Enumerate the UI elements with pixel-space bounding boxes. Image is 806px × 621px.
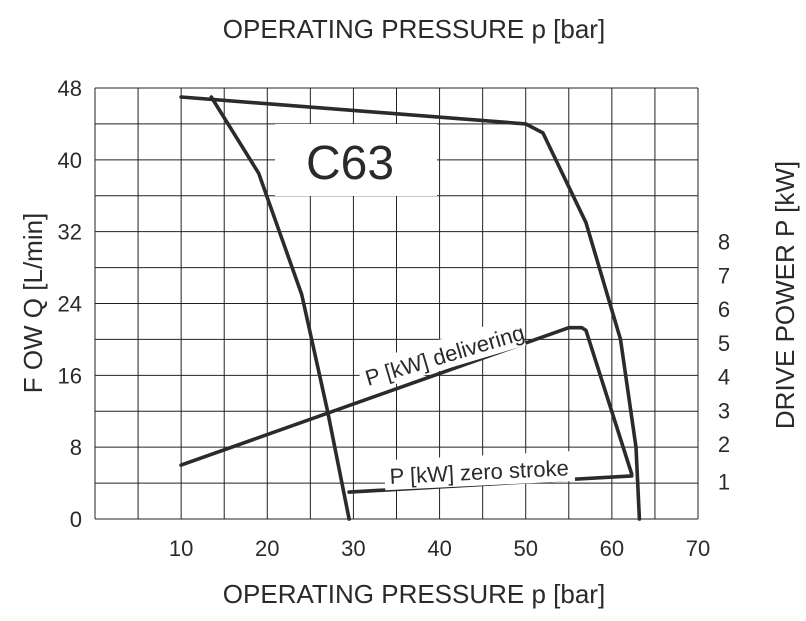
y-tick-label: 40 <box>58 148 82 173</box>
x-tick-label: 10 <box>169 536 193 561</box>
y2-tick-labels: 1 2 3 4 5 6 7 8 <box>718 230 730 495</box>
x-tick-label: 60 <box>600 536 624 561</box>
delivering-annotation-background <box>356 316 526 394</box>
y2-tick-label: 7 <box>718 263 730 288</box>
y-tick-labels: 0 8 16 24 32 40 48 <box>58 76 82 532</box>
y2-tick-label: 8 <box>718 230 730 255</box>
y2-tick-label: 2 <box>718 432 730 457</box>
y-tick-label: 32 <box>58 220 82 245</box>
y2-tick-label: 5 <box>718 331 730 356</box>
x-tick-label: 30 <box>341 536 365 561</box>
delivering-annotation: P [kW] delivering <box>356 316 527 394</box>
x-tick-labels: 10 20 30 40 50 60 70 <box>169 536 710 561</box>
x-tick-label: 70 <box>686 536 710 561</box>
x-tick-label: 40 <box>427 536 451 561</box>
y2-tick-label: 6 <box>718 297 730 322</box>
series-line-2 <box>209 95 351 521</box>
y-tick-label: 24 <box>58 292 82 317</box>
series-group <box>179 95 642 521</box>
plot-annotations: P [kW] delivering P [kW] zero stroke <box>356 316 576 491</box>
inset-label: C63 <box>306 137 394 190</box>
series-line-3 <box>179 325 634 476</box>
zero-stroke-annotation: P [kW] zero stroke <box>383 450 576 491</box>
y-axis-title: F OW Q [L/min] <box>18 213 48 394</box>
y-tick-label: 16 <box>58 363 82 388</box>
x-tick-label: 50 <box>513 536 537 561</box>
inset-label-box: C63 <box>275 124 437 196</box>
y2-axis-title: DRIVE POWER P [kW] <box>770 161 800 429</box>
y-tick-label: 0 <box>70 507 82 532</box>
zero-stroke-annotation-background <box>383 450 576 491</box>
y2-tick-label: 3 <box>718 398 730 423</box>
x-tick-label: 20 <box>255 536 279 561</box>
y-tick-label: 48 <box>58 76 82 101</box>
top-axis-title: OPERATING PRESSURE p [bar] <box>223 14 605 44</box>
series-line-1 <box>179 95 642 521</box>
y-tick-label: 8 <box>70 435 82 460</box>
inset-label-background <box>275 124 437 196</box>
y2-tick-label: 4 <box>718 365 730 390</box>
y2-tick-label: 1 <box>718 470 730 495</box>
x-axis-title: OPERATING PRESSURE p [bar] <box>223 579 605 609</box>
